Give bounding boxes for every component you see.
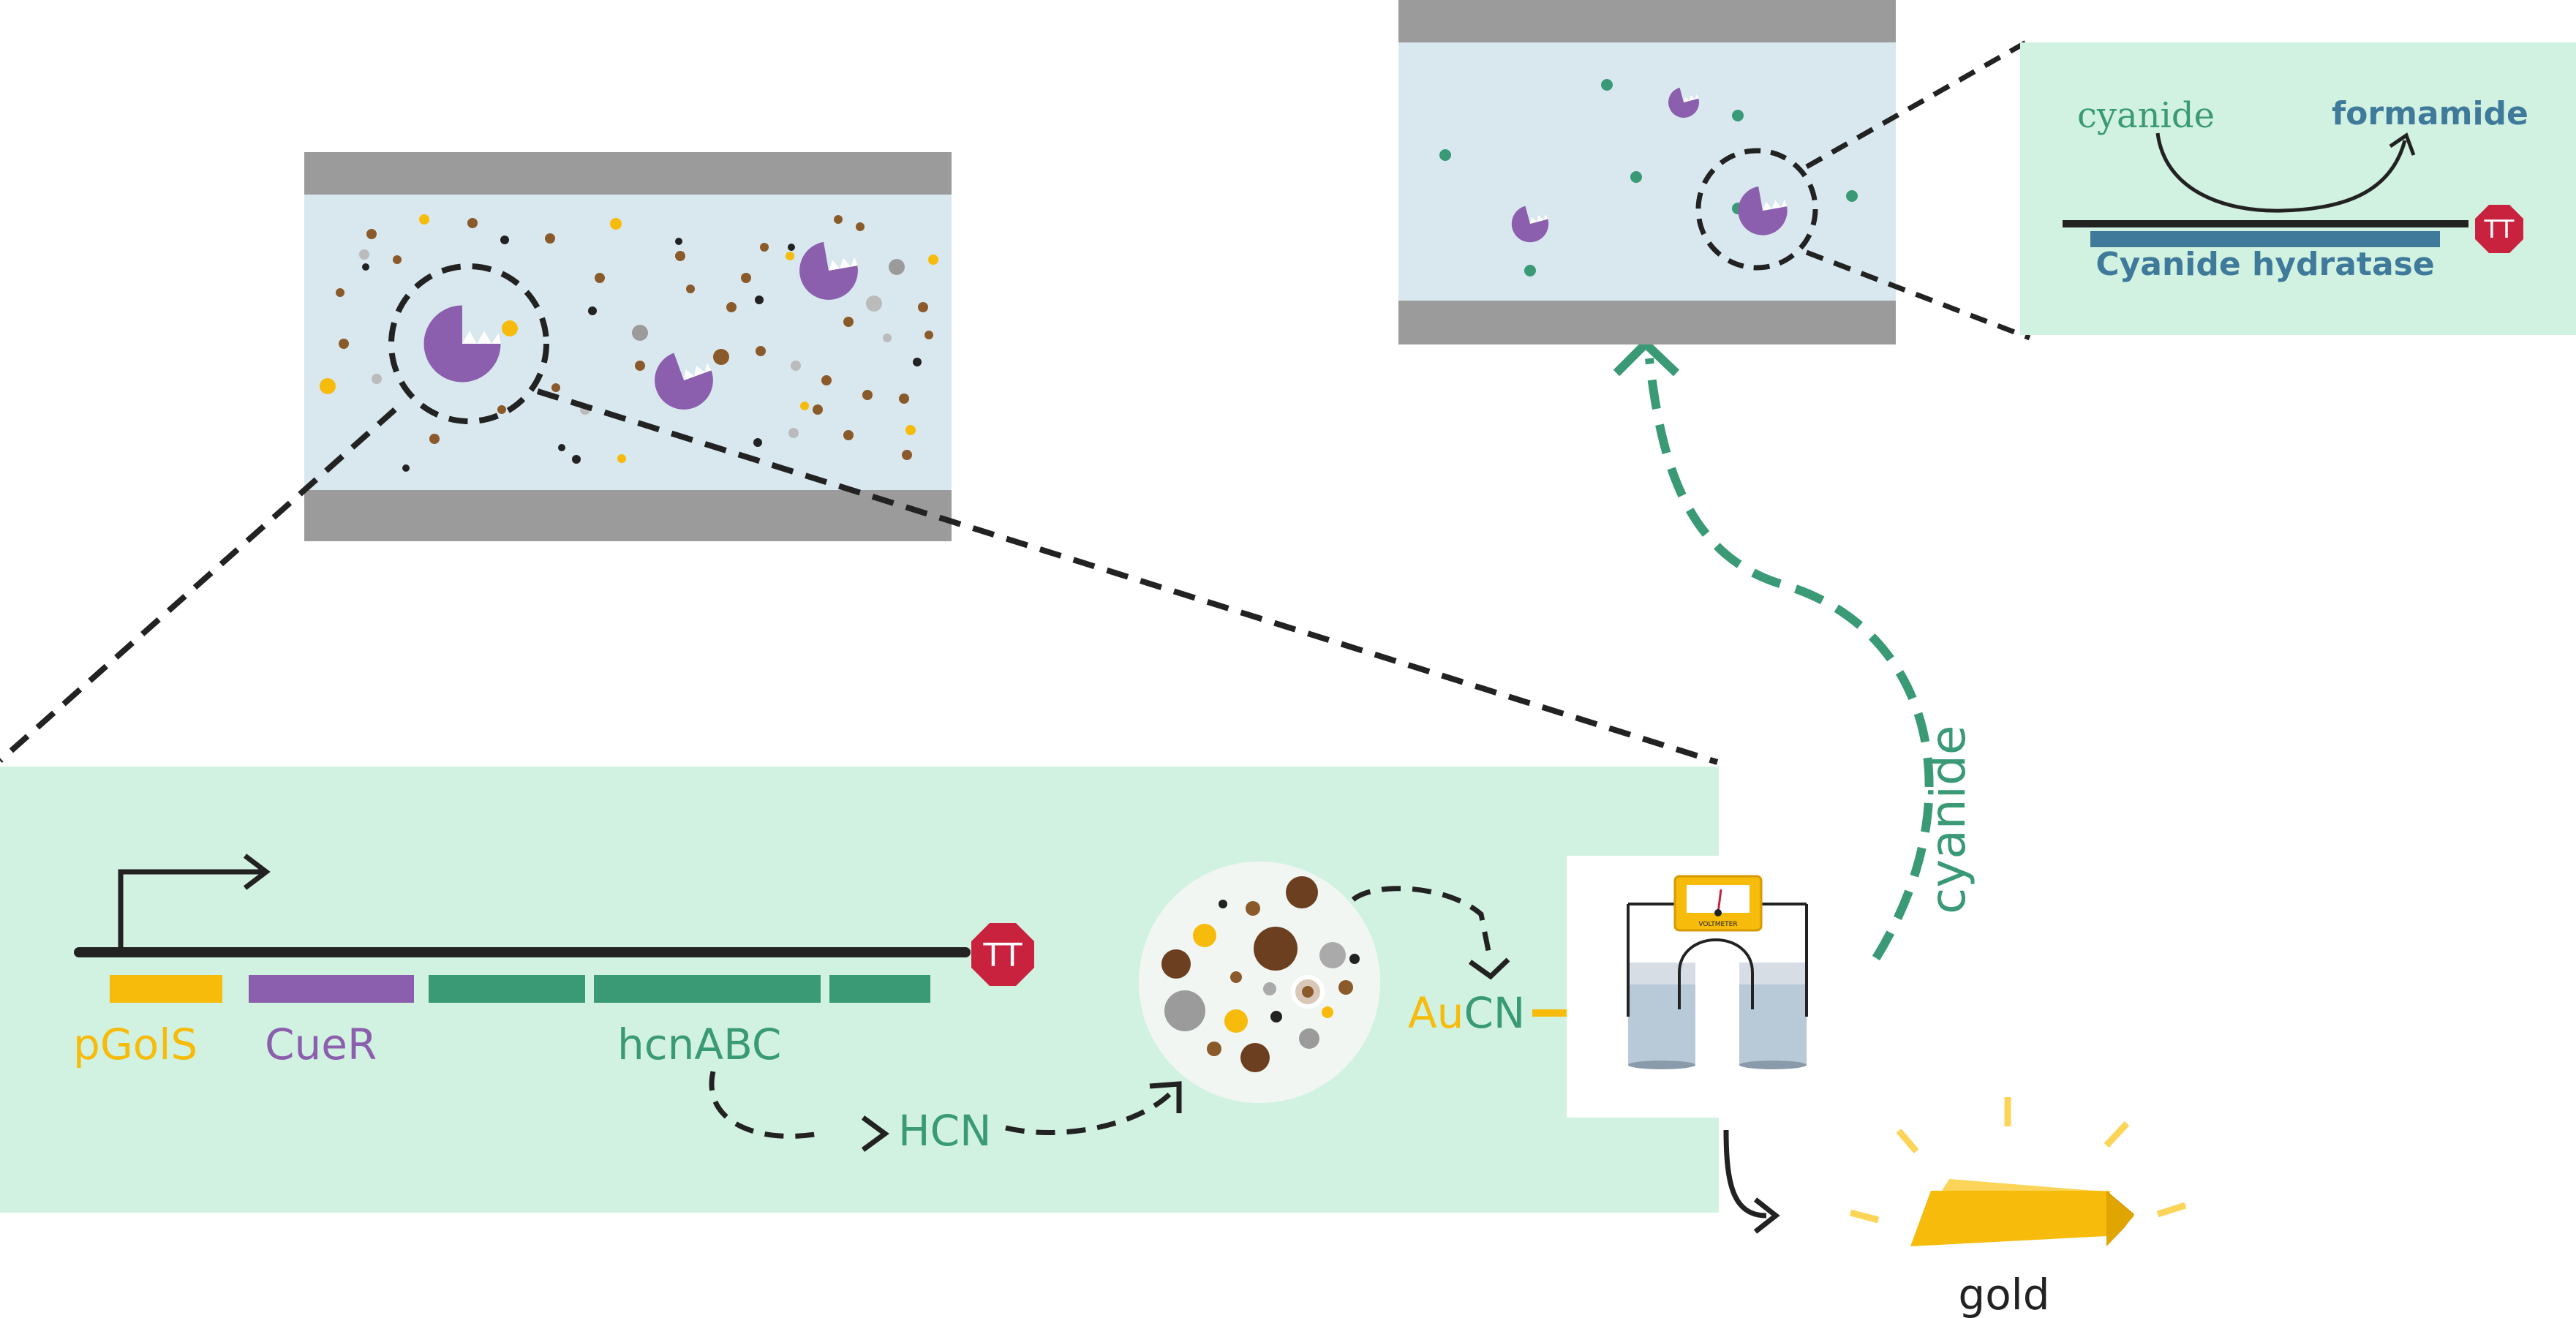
electrochemical-cell-icon: [1627, 903, 1808, 1069]
enzyme-label: Cyanide hydratase: [2095, 246, 2434, 283]
channel-wall-top: [304, 152, 952, 195]
terminator-label: TT: [983, 937, 1023, 974]
promoter-label: pGolS: [73, 1020, 197, 1069]
gene-pgols: [110, 975, 222, 1003]
zoom-line: [1805, 39, 2027, 170]
arrowhead-icon: [861, 1115, 889, 1152]
cn-label: CN: [1464, 988, 1525, 1038]
arrowhead-icon: [1753, 1197, 1780, 1234]
ore-particles: [320, 214, 938, 472]
channel-wall-bottom: [304, 490, 952, 541]
aucn-label: AuCN: [1408, 988, 1525, 1038]
hcn-label: HCN: [898, 1106, 992, 1156]
terminator-icon: TT: [971, 923, 1034, 986]
gold-bar-icon: [1849, 1097, 2187, 1246]
channel-fluid: [1398, 42, 1896, 301]
gold-label: gold: [1958, 1270, 2049, 1318]
cyanide-recycle-arrow: [1645, 358, 1934, 961]
zoom-line: [0, 407, 397, 763]
voltmeter-icon: VOLTMETER: [1673, 875, 1763, 932]
enzyme-panel: [2020, 42, 2576, 335]
promoter-arrow-icon: [118, 854, 271, 949]
voltmeter-label: VOLTMETER: [1698, 921, 1737, 928]
gene-hcnb: [594, 975, 821, 1003]
terminator-icon: TT: [2475, 205, 2523, 253]
zoom-line: [1805, 249, 2031, 341]
hcn-arrow: [1005, 1088, 1176, 1135]
au-label: Au: [1408, 988, 1464, 1038]
zoom-circle: [1695, 148, 1818, 271]
conversion-arrow: [2155, 132, 2407, 213]
gene-hcna: [429, 975, 585, 1003]
gold-arrow: [1723, 1129, 1767, 1219]
ore-particle-icon: [1139, 862, 1380, 1103]
channel-fluid: [304, 195, 952, 490]
arrowhead-icon: [1468, 957, 1510, 980]
gene-hcnc: [829, 975, 930, 1003]
arrowhead-icon: [1149, 1081, 1182, 1113]
cyanide-label: cyanide: [2077, 95, 2215, 136]
gene-cuer: [249, 975, 414, 1003]
terminator-label: TT: [2484, 215, 2515, 244]
arrowhead-icon: [2389, 132, 2416, 156]
operon-label: hcnABC: [617, 1020, 781, 1069]
expression-arrow: [709, 1071, 820, 1139]
left-channel: [304, 152, 952, 541]
zoom-line: [536, 388, 1719, 765]
right-channel: [1398, 0, 1896, 344]
ore-particle-icon: [502, 320, 518, 336]
channel-wall-bottom: [1398, 301, 1896, 344]
zoom-circle: [388, 263, 549, 424]
channel-wall-top: [1398, 0, 1896, 42]
gene-cyanide-hydratase: [2090, 231, 2440, 247]
regulator-label: CueR: [265, 1020, 377, 1069]
cyanide-arrow-label: cyanide: [1920, 726, 1976, 914]
arrowhead-icon: [1613, 337, 1680, 377]
formamide-label: formamide: [2332, 95, 2528, 132]
leach-arrow: [1351, 886, 1491, 952]
